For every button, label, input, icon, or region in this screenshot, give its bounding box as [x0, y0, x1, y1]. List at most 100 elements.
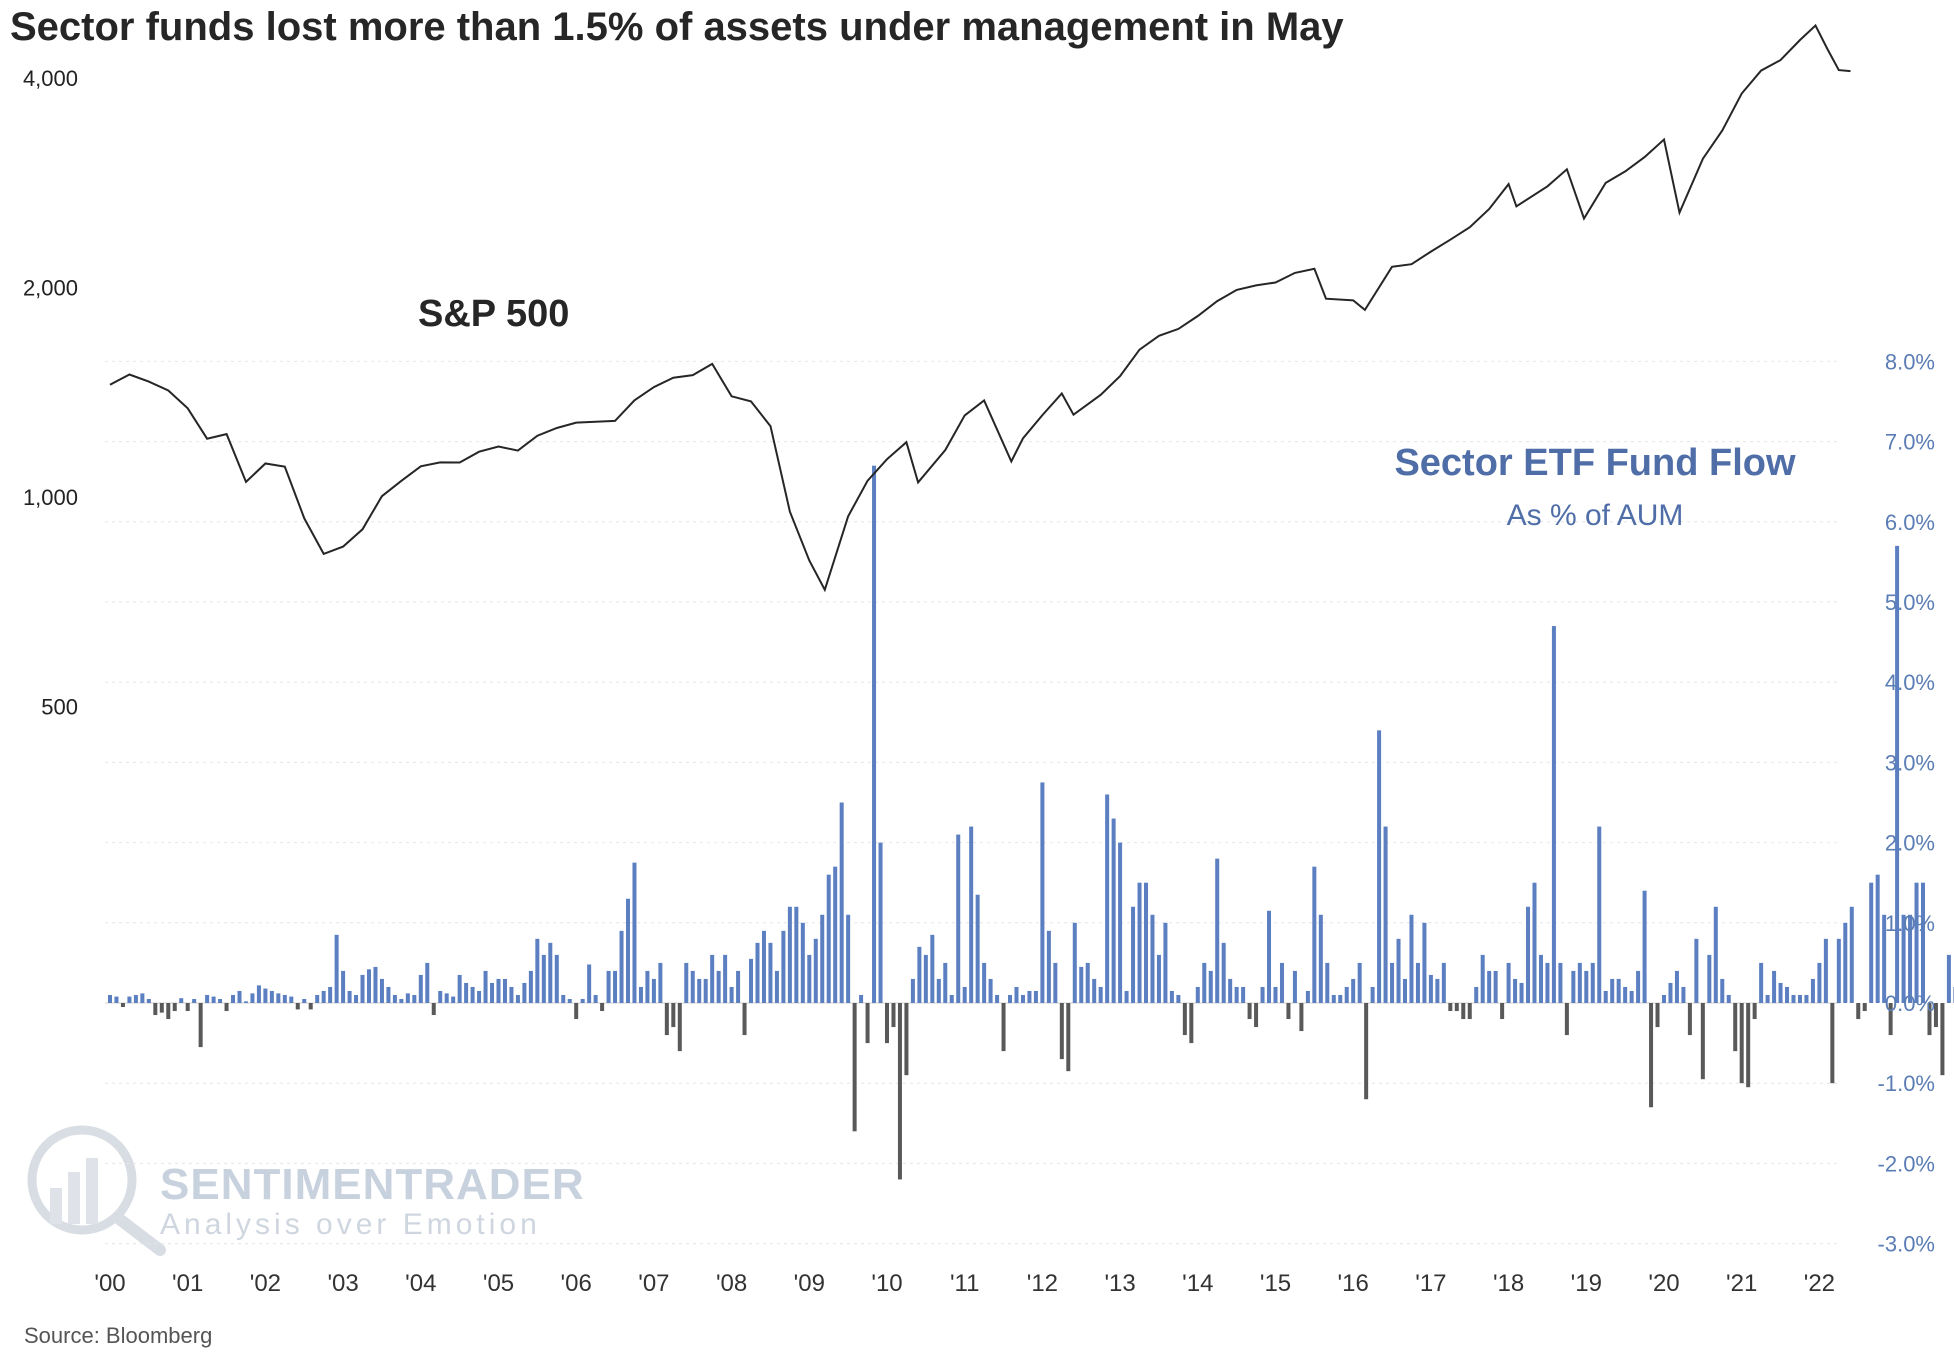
fund-flow-label: Sector ETF Fund Flow — [1394, 442, 1796, 484]
fund-flow-bar — [1228, 978, 1233, 1003]
fund-flow-bar — [1390, 962, 1395, 1003]
x-tick-label: '17 — [1415, 1270, 1446, 1297]
fund-flow-bar — [341, 970, 346, 1003]
fund-flow-bar — [1182, 1003, 1187, 1036]
fund-flow-bar — [1241, 986, 1246, 1003]
fund-flow-bar — [787, 906, 792, 1003]
x-tick-label: '11 — [950, 1270, 980, 1297]
fund-flow-bar — [781, 930, 786, 1003]
fund-flow-bar — [431, 1003, 436, 1016]
fund-flow-bar — [580, 998, 585, 1003]
fund-flow-bar — [1299, 1003, 1304, 1032]
fund-flow-bar — [1001, 1003, 1006, 1052]
fund-flow-bar — [710, 954, 715, 1003]
fund-flow-bar — [1150, 914, 1155, 1003]
fund-flow-bar — [451, 996, 456, 1003]
fund-flow-bar — [1674, 970, 1679, 1003]
fund-flow-bar — [1305, 990, 1310, 1003]
fund-flow-bar — [1746, 1003, 1751, 1088]
fund-flow-bar — [1797, 994, 1802, 1003]
fund-flow-bar — [1454, 1003, 1459, 1012]
fund-flow-bar — [269, 990, 274, 1003]
fund-flow-bar — [1577, 962, 1582, 1003]
fund-flow-bar — [166, 1003, 171, 1020]
fund-flow-bar — [1493, 970, 1498, 1003]
fund-flow-bar — [1357, 962, 1362, 1003]
fund-flow-bar — [1636, 970, 1641, 1003]
fund-flow-bar — [1506, 962, 1511, 1003]
fund-flow-bar — [729, 986, 734, 1003]
fund-flow-bar — [865, 1003, 870, 1044]
fund-flow-bar — [496, 978, 501, 1003]
fund-flow-bar — [878, 842, 883, 1003]
fund-flow-bar — [1079, 966, 1084, 1003]
fund-flow-bar — [561, 994, 566, 1003]
fund-flow-bar — [1545, 962, 1550, 1003]
fund-flow-bar — [1759, 962, 1764, 1003]
fund-flow-bar — [1946, 954, 1951, 1003]
fund-flow-bar — [1558, 962, 1563, 1003]
fund-flow-bar — [1681, 986, 1686, 1003]
fund-flow-bar — [813, 938, 818, 1003]
fund-flow-bar — [399, 998, 404, 1003]
fund-flow-bar — [1215, 858, 1220, 1003]
fund-flow-bar — [1836, 938, 1841, 1003]
fund-flow-bar — [211, 996, 216, 1003]
x-tick-label: '14 — [1182, 1270, 1213, 1297]
fund-flow-bar — [1131, 906, 1136, 1003]
fund-flow-bar — [1849, 906, 1854, 1003]
fund-flow-bar — [1843, 922, 1848, 1003]
fund-flow-bar — [347, 990, 352, 1003]
source-note: Source: Bloomberg — [24, 1323, 212, 1348]
fund-flow-bar — [1137, 882, 1142, 1003]
fund-flow-bar — [1785, 986, 1790, 1003]
fund-flow-bar — [969, 826, 974, 1003]
fund-flow-bar — [975, 894, 980, 1003]
fund-flow-bar — [1072, 922, 1077, 1003]
fund-flow-bar — [1053, 962, 1058, 1003]
fund-flow-bar — [936, 978, 941, 1003]
fund-flow-bar — [205, 994, 210, 1003]
fund-flow-bar — [412, 994, 417, 1003]
x-tick-label: '08 — [716, 1270, 747, 1297]
sentimentrader-logo-icon — [27, 1125, 166, 1256]
fund-flow-bar — [1720, 978, 1725, 1003]
fund-flow-bar — [1668, 982, 1673, 1003]
x-tick-label: '07 — [638, 1270, 669, 1297]
x-tick-label: '12 — [1027, 1270, 1058, 1297]
left-tick-label: 4,000 — [23, 66, 78, 91]
fund-flow-bar — [1603, 990, 1608, 1003]
right-tick-label: 3.0% — [1885, 750, 1935, 775]
x-tick-label: '20 — [1648, 1270, 1679, 1297]
fund-flow-bar — [716, 970, 721, 1003]
fund-flow-bar — [179, 998, 184, 1003]
fund-flow-bar — [943, 962, 948, 1003]
fund-flow-bar — [120, 1003, 125, 1008]
fund-flow-bar — [1526, 906, 1531, 1003]
x-tick-label: '18 — [1493, 1270, 1524, 1297]
fund-flow-bar — [1344, 986, 1349, 1003]
fund-flow-bar — [554, 954, 559, 1003]
fund-flow-bar — [1402, 978, 1407, 1003]
fund-flow-bar — [1143, 882, 1148, 1003]
fund-flow-bar — [483, 970, 488, 1003]
fund-flow-bar — [1629, 990, 1634, 1003]
right-tick-label: 0.0% — [1885, 991, 1935, 1016]
fund-flow-bar — [522, 982, 527, 1003]
right-tick-label: -1.0% — [1878, 1071, 1935, 1096]
fund-flow-bar — [1059, 1003, 1064, 1060]
fund-flow-bar — [392, 994, 397, 1003]
fund-flow-bar — [256, 985, 261, 1003]
fund-flow-bar — [1895, 545, 1900, 1003]
fund-flow-bar — [1422, 922, 1427, 1003]
fund-flow-bar — [502, 978, 507, 1003]
fund-flow-bar — [1286, 1003, 1291, 1020]
fund-flow-bar — [528, 970, 533, 1003]
fund-flow-bar — [1823, 938, 1828, 1003]
x-tick-label: '13 — [1104, 1270, 1135, 1297]
fund-flow-bar — [1804, 994, 1809, 1003]
fund-flow-bar — [1908, 914, 1913, 1003]
fund-flow-bar — [334, 934, 339, 1003]
fund-flow-bar — [541, 954, 546, 1003]
fund-flow-bar — [1882, 914, 1887, 1003]
